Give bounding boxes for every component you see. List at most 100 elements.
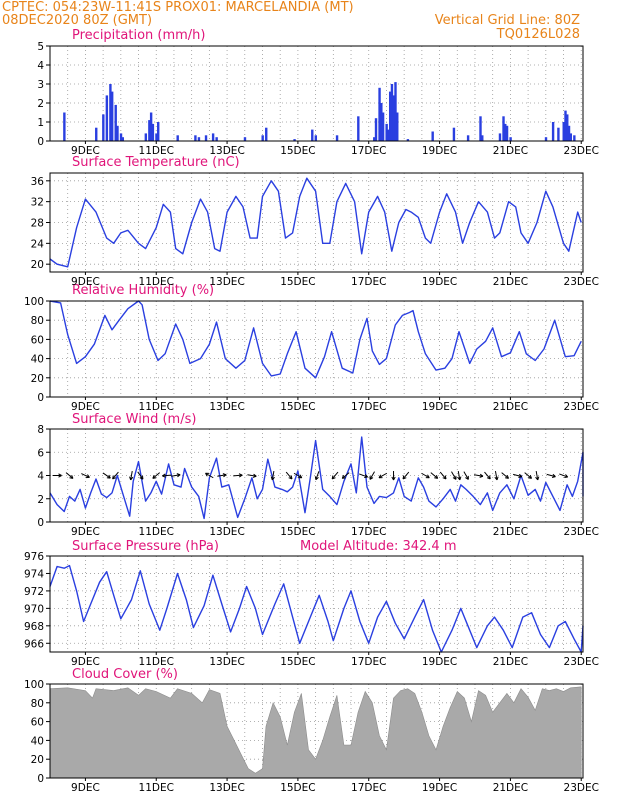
wind-vector-head	[369, 475, 374, 480]
wind-vector	[501, 472, 509, 479]
temp-xtick-label: 11DEC	[139, 276, 174, 288]
wind-vector-head	[129, 476, 134, 481]
precip-panel: 0 1 2 3 4 5 9DEC 11DEC 13DEC 15DEC 17DEC 19DEC 21DEC…	[37, 41, 599, 157]
wind-vector-head	[152, 474, 157, 479]
header-station: CPTEC: 054:23W-11:41S PROX01: MARCELANDI…	[2, 0, 354, 15]
wind-vector-head	[486, 475, 491, 480]
cloud-ytick-label: 60	[31, 717, 44, 729]
precip-xtick-label: 21DEC	[493, 145, 528, 157]
precip-bar	[396, 112, 399, 141]
press-ytick-label: 966	[24, 638, 44, 650]
wind-vector	[484, 471, 491, 480]
precip-bar	[509, 137, 512, 141]
wind-ytick-label: 8	[37, 424, 44, 436]
wind-line	[49, 436, 584, 520]
press-xtick-label: 23DEC	[564, 656, 599, 668]
press-ytick-label: 976	[24, 551, 44, 563]
rh-xtick-label: 11DEC	[139, 401, 174, 413]
precip-bar	[149, 112, 153, 141]
wind-vector	[378, 472, 388, 479]
precip-ytick-label: 0	[37, 136, 44, 148]
wind-vector	[494, 470, 498, 481]
wind-vector-head	[505, 474, 509, 479]
wind-vector	[559, 473, 568, 478]
precip-bar	[562, 122, 565, 141]
precip-bar	[566, 114, 569, 141]
press-xtick-label: 19DEC	[422, 656, 457, 668]
precip-ytick-label: 2	[37, 98, 44, 110]
wind-vector-head	[85, 474, 90, 479]
precip-bar	[394, 82, 397, 141]
precip-bar	[102, 114, 105, 141]
precip-bar	[110, 91, 114, 141]
cloud-xtick-label: 11DEC	[139, 782, 174, 794]
wind-vector-head	[176, 473, 181, 478]
wind-vector-head	[528, 474, 533, 479]
wind-vector-head	[564, 474, 569, 479]
cloud-xtick-label: 19DEC	[422, 782, 457, 794]
wind-title: Surface Wind (m/s)	[72, 412, 197, 427]
wind-xtick-label: 19DEC	[422, 526, 457, 538]
wind-vector	[293, 472, 303, 479]
precip-bar	[197, 137, 201, 141]
wind-xtick-label: 15DEC	[280, 526, 315, 538]
press-line	[49, 564, 584, 653]
precip-bar	[243, 137, 247, 141]
precip-bar	[155, 133, 158, 141]
precip-xtick-label: 11DEC	[139, 145, 174, 157]
precip-bar	[481, 135, 484, 141]
precip-bar	[374, 118, 378, 141]
cloud-frame	[49, 683, 584, 779]
wind-vector	[152, 472, 161, 479]
rh-ytick-label: 80	[31, 315, 44, 327]
precip-ytick-label: 3	[37, 79, 44, 91]
temp-panel: 20 24 28 32 36 9DEC 11DEC 13DEC 15DEC 17DEC 19DEC 2…	[31, 172, 599, 288]
wind-vector	[457, 470, 461, 481]
wind-ytick-label: 0	[37, 517, 44, 529]
precip-bar	[311, 129, 314, 141]
precip-frame	[49, 45, 584, 142]
wind-vector-head	[494, 476, 499, 481]
precip-ytick-label: 4	[37, 60, 44, 72]
temp-xtick-label: 9DEC	[71, 276, 100, 288]
precip-bar	[293, 139, 296, 141]
wind-vector	[102, 472, 111, 479]
precip-xtick-label: 13DEC	[209, 145, 244, 157]
precip-bar	[314, 135, 318, 141]
wind-xtick-label: 21DEC	[493, 526, 528, 538]
rh-panel: 0 20 40 60 80 100 9DEC 11DEC 13DEC 15DEC 17DEC 19DE…	[24, 296, 599, 413]
precip-bar	[551, 122, 555, 141]
wind-vector	[285, 471, 293, 480]
wind-vector-head	[378, 474, 383, 479]
precip-xtick-label: 15DEC	[280, 145, 315, 157]
wind-vector	[341, 472, 350, 479]
wind-vector	[112, 471, 119, 480]
precip-bar	[114, 104, 117, 141]
cloud-ytick-label: 0	[37, 773, 44, 785]
precip-bar	[265, 127, 268, 141]
cloud-xtick-label: 15DEC	[280, 782, 315, 794]
wind-vector-head	[518, 473, 523, 478]
precip-bar	[381, 112, 385, 141]
press-frame	[49, 555, 584, 653]
temp-xtick-label: 21DEC	[493, 276, 528, 288]
precip-xtick-label: 19DEC	[422, 145, 457, 157]
press-ytick-label: 968	[24, 621, 44, 633]
wind-vector	[402, 471, 410, 480]
precip-bar	[95, 127, 98, 141]
precip-bar	[385, 123, 388, 141]
wind-vector	[463, 471, 469, 480]
temp-xtick-label: 13DEC	[209, 276, 244, 288]
wind-vector	[535, 470, 539, 481]
wind-vector	[513, 473, 522, 478]
wind-vector-head	[551, 473, 556, 478]
press-xtick-label: 9DEC	[71, 656, 100, 668]
precip-bar	[211, 133, 215, 141]
wind-vector-head	[402, 475, 407, 480]
wind-xtick-label: 11DEC	[139, 526, 174, 538]
precip-bar	[176, 135, 179, 141]
precip-xtick-label: 23DEC	[564, 145, 599, 157]
wind-vector	[81, 473, 90, 478]
wind-vector	[205, 472, 214, 479]
temp-ytick-label: 28	[31, 218, 44, 230]
